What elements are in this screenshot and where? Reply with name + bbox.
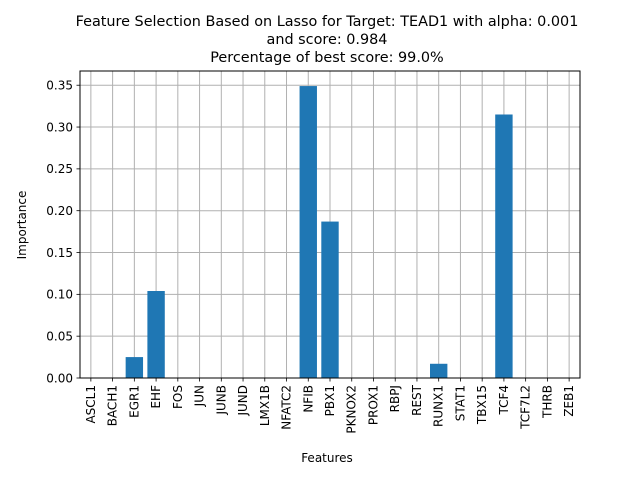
x-tick-label: NFATC2 bbox=[280, 385, 294, 430]
x-tick-label: FOS bbox=[171, 385, 185, 409]
x-tick-label: LMX1B bbox=[258, 385, 272, 426]
y-tick-label: 0.35 bbox=[46, 79, 73, 93]
y-tick-label: 0.15 bbox=[46, 246, 73, 260]
y-axis-label: Importance bbox=[15, 191, 29, 260]
x-tick-label: PROX1 bbox=[366, 385, 380, 425]
x-axis-label: Features bbox=[301, 451, 353, 465]
x-tick-label: RBPJ bbox=[388, 385, 402, 412]
y-ticks: 0.00 0.05 0.10 0.15 0.20 0.25 0.30 0.35 bbox=[46, 79, 80, 385]
x-tick-label: RUNX1 bbox=[432, 385, 446, 427]
x-tick-label: JUNB bbox=[214, 385, 228, 416]
bar-pbx1 bbox=[321, 221, 339, 378]
x-tick-label: EHF bbox=[149, 385, 163, 409]
title-line-1: Feature Selection Based on Lasso for Tar… bbox=[76, 14, 579, 30]
x-tick-label: JUN bbox=[193, 385, 207, 407]
y-tick-label: 0.10 bbox=[46, 288, 73, 302]
x-tick-label: NFIB bbox=[301, 385, 315, 413]
y-tick-label: 0.20 bbox=[46, 204, 73, 218]
x-ticks: ASCL1 BACH1 EGR1 EHF FOS JUN JUNB JUND LMX1B NFAT… bbox=[84, 378, 576, 434]
y-tick-label: 0.25 bbox=[46, 162, 73, 176]
x-tick-label: EGR1 bbox=[127, 385, 141, 418]
x-tick-label: ASCL1 bbox=[84, 385, 98, 424]
y-tick-label: 0.05 bbox=[46, 329, 73, 343]
x-tick-label: THRB bbox=[540, 385, 554, 419]
y-tick-label: 0.30 bbox=[46, 120, 73, 134]
bar-tcf4 bbox=[495, 114, 513, 379]
x-tick-label: BACH1 bbox=[106, 385, 120, 426]
x-tick-label: TBX15 bbox=[475, 385, 489, 425]
x-tick-label: ZEB1 bbox=[562, 385, 576, 417]
bar-nfib bbox=[299, 86, 317, 378]
title-line-3: Percentage of best score: 99.0% bbox=[210, 50, 443, 66]
x-tick-label: TCF4 bbox=[497, 385, 511, 416]
x-tick-label: STAT1 bbox=[453, 385, 467, 421]
bar-egr1 bbox=[125, 357, 144, 378]
y-tick-label: 0.00 bbox=[46, 371, 73, 385]
x-tick-label: PBX1 bbox=[323, 385, 337, 416]
title-line-2: and score: 0.984 bbox=[267, 32, 388, 48]
bars bbox=[125, 86, 513, 379]
x-tick-label: TCF7L2 bbox=[519, 385, 533, 430]
bar-ehf bbox=[147, 291, 165, 378]
x-tick-label: PKNOX2 bbox=[345, 385, 359, 434]
x-tick-label: REST bbox=[410, 384, 424, 416]
chart-title: Feature Selection Based on Lasso for Tar… bbox=[76, 14, 579, 66]
x-tick-label: JUND bbox=[236, 385, 250, 417]
plot-frame bbox=[79, 70, 581, 379]
bar-runx1 bbox=[430, 363, 448, 378]
